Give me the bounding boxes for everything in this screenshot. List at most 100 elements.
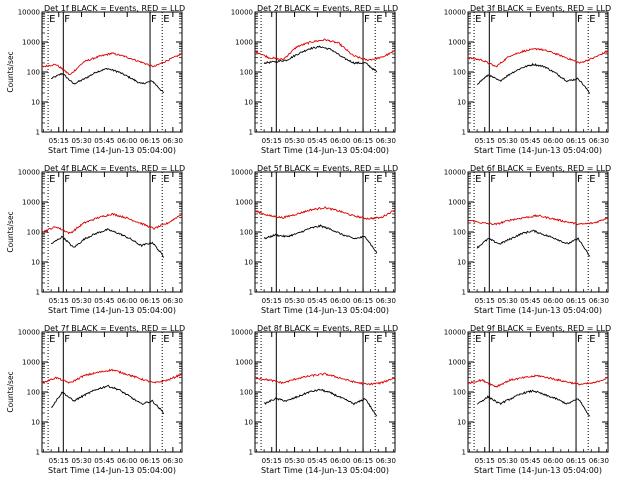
y-tick-label: 10000: [231, 169, 253, 177]
x-tick-label: 06:15: [353, 457, 373, 465]
panel-title: Det 9f BLACK = Events, RED = LLD: [470, 324, 611, 333]
lld-series-line: [41, 368, 183, 385]
events-series-line: [50, 228, 165, 258]
lld-series-line: [254, 372, 396, 386]
x-tick-label: 06:30: [376, 137, 396, 145]
panel-title: Det 8f BLACK = Events, RED = LLD: [257, 324, 398, 333]
region-flag: F: [577, 14, 583, 25]
region-flag: F: [490, 334, 496, 345]
x-tick-label: 05:15: [475, 457, 495, 465]
panel-title: Det 2f BLACK = Events, RED = LLD: [257, 4, 398, 13]
y-tick-label: 1: [249, 289, 253, 297]
x-axis-label: Start Time (14-Jun-13 05:04:00): [474, 466, 602, 475]
y-tick-label: 1: [462, 449, 466, 457]
events-series-line: [50, 384, 165, 415]
x-tick-label: 05:30: [71, 297, 91, 305]
events-series-line: [263, 45, 378, 73]
x-tick-label: 05:30: [497, 297, 517, 305]
y-tick-label: 100: [240, 389, 253, 397]
x-tick-label: 06:00: [330, 297, 350, 305]
x-tick-label: 06:00: [543, 457, 563, 465]
x-tick-label: 06:15: [566, 457, 586, 465]
x-tick-label: 05:30: [284, 297, 304, 305]
x-tick-label: 05:45: [520, 137, 540, 145]
x-tick-label: 06:30: [376, 457, 396, 465]
y-tick-label: 10: [244, 419, 253, 427]
y-tick-label: 10: [31, 259, 40, 267]
x-tick-label: 05:15: [49, 297, 69, 305]
x-tick-label: 06:30: [163, 457, 183, 465]
x-tick-label: 06:30: [376, 297, 396, 305]
y-tick-label: 10000: [231, 329, 253, 337]
panel-det-5: Det 5f BLACK = Events, RED = LLD 1 10 100 10…: [231, 164, 398, 315]
region-flag: E: [49, 334, 55, 345]
region-flag: F: [577, 174, 583, 185]
x-tick-label: 06:15: [140, 457, 160, 465]
y-tick-label: 10000: [444, 329, 466, 337]
x-tick-label: 06:00: [117, 297, 137, 305]
panel-title: Det 5f BLACK = Events, RED = LLD: [257, 164, 398, 173]
x-tick-label: 05:15: [475, 137, 495, 145]
panel-title: Det 3f BLACK = Events, RED = LLD: [470, 4, 611, 13]
events-series-line: [263, 224, 378, 254]
y-tick-label: 1000: [448, 39, 466, 47]
events-series-line: [476, 389, 591, 417]
y-tick-label: 1000: [22, 39, 40, 47]
region-flag: E: [376, 174, 382, 185]
x-tick-label: 05:15: [262, 457, 282, 465]
region-flag: E: [589, 334, 595, 345]
region-flag: F: [490, 174, 496, 185]
x-tick-label: 06:15: [353, 137, 373, 145]
lld-series-line: [467, 374, 609, 388]
x-tick-label: 05:15: [262, 297, 282, 305]
panel-det-4: Det 4f BLACK = Events, RED = LLD 1 10 100 10…: [6, 164, 185, 315]
x-axis-label: Start Time (14-Jun-13 05:04:00): [48, 306, 176, 315]
x-tick-label: 06:00: [330, 457, 350, 465]
x-tick-label: 05:30: [497, 137, 517, 145]
y-tick-label: 1: [249, 449, 253, 457]
panel-det-2: Det 2f BLACK = Events, RED = LLD 1 10 100 10…: [231, 4, 398, 155]
y-tick-label: 1: [462, 129, 466, 137]
x-tick-label: 06:00: [543, 137, 563, 145]
x-tick-label: 06:15: [140, 137, 160, 145]
x-tick-label: 06:15: [353, 297, 373, 305]
x-tick-label: 06:00: [330, 137, 350, 145]
y-tick-label: 10: [244, 99, 253, 107]
y-tick-label: 10: [457, 259, 466, 267]
region-flag: F: [364, 174, 370, 185]
x-tick-label: 05:15: [475, 297, 495, 305]
x-axis-label: Start Time (14-Jun-13 05:04:00): [48, 466, 176, 475]
y-tick-label: 1: [36, 289, 40, 297]
y-tick-label: 1000: [235, 199, 253, 207]
y-tick-label: 10000: [444, 9, 466, 17]
x-axis-label: Start Time (14-Jun-13 05:04:00): [48, 146, 176, 155]
events-series-line: [50, 67, 165, 94]
region-flag: E: [589, 174, 595, 185]
lld-series-line: [254, 38, 396, 62]
x-tick-label: 05:45: [520, 297, 540, 305]
y-tick-label: 10: [244, 259, 253, 267]
x-tick-label: 05:15: [49, 457, 69, 465]
x-tick-label: 06:30: [163, 137, 183, 145]
x-tick-label: 06:00: [117, 457, 137, 465]
region-flag: E: [163, 334, 169, 345]
region-flag: F: [490, 14, 496, 25]
y-tick-label: 100: [453, 69, 466, 77]
region-flag: F: [577, 334, 583, 345]
region-flag: F: [64, 14, 70, 25]
x-tick-label: 06:30: [589, 137, 609, 145]
x-tick-label: 06:00: [543, 297, 563, 305]
region-flag: E: [49, 14, 55, 25]
y-tick-label: 1000: [22, 359, 40, 367]
region-flag: E: [475, 14, 481, 25]
x-tick-label: 05:45: [307, 457, 327, 465]
x-axis-label: Start Time (14-Jun-13 05:04:00): [261, 306, 389, 315]
y-tick-label: 1: [36, 449, 40, 457]
y-tick-label: 100: [453, 229, 466, 237]
lld-series-line: [467, 214, 608, 226]
panel-det-7: Det 7f BLACK = Events, RED = LLD 1 10 100 10…: [6, 324, 185, 475]
x-tick-label: 05:45: [307, 297, 327, 305]
y-tick-label: 10000: [18, 9, 40, 17]
region-flag: E: [49, 174, 55, 185]
y-tick-label: 100: [27, 229, 40, 237]
